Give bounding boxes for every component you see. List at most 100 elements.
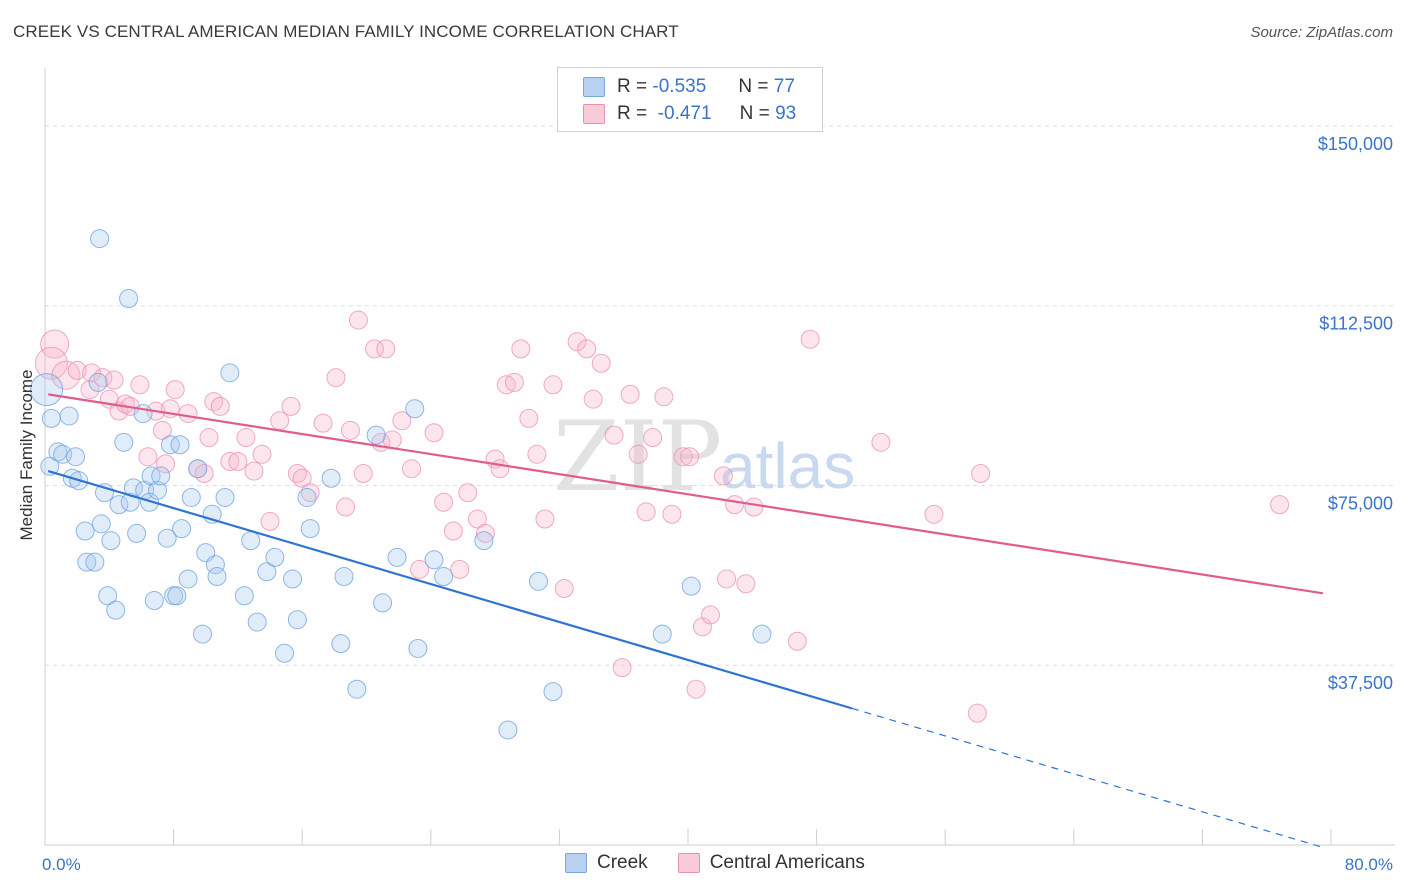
central-point-62 [527,444,547,464]
bottom-legend-central[interactable]: Central Americans [677,852,865,874]
central-point-12 [130,375,150,395]
creek-point-57 [300,519,320,539]
creek-point-17 [101,531,121,551]
creek-trend-line [47,470,853,710]
axes [44,68,1395,846]
central-point-47 [402,459,422,479]
creek-point-59 [331,634,351,654]
central-r-value: -0.471 [657,103,712,124]
central-point-51 [443,521,463,541]
creek-point-58 [321,468,341,488]
central-point-74 [636,502,656,522]
y-tick-label-3: $150,000 [1318,134,1393,154]
creek-point-16 [98,586,118,606]
central-point-27 [236,428,256,448]
chart-source: Source: ZipAtlas.com [1250,24,1393,41]
creek-n-value: 77 [773,76,795,97]
central-point-18 [165,380,185,400]
creek-point-24 [127,523,147,543]
creek-point-38 [178,569,198,589]
creek-point-18 [106,600,126,620]
creek-point-69 [474,531,494,551]
central-point-19 [178,404,198,424]
central-r-label: R = [617,103,648,124]
creek-point-67 [424,550,444,570]
x-tick-label-max: 80.0% [1345,855,1393,874]
central-n-value: 93 [775,103,797,124]
creek-point-49 [241,531,261,551]
creek-point-68 [434,567,454,587]
central-swatch [583,104,605,124]
central-legend-swatch [677,853,700,873]
creek-point-32 [157,528,177,548]
trend-lines [47,393,1324,848]
central-point-2 [51,360,81,390]
y-tick-label-2: $112,500 [1319,314,1393,334]
central-point-68 [583,389,603,409]
series-creek [30,229,772,740]
central-point-85 [725,495,745,515]
central-point-94 [1270,495,1290,515]
creek-point-62 [366,425,386,445]
bottom-legend-creek[interactable]: Creek [565,852,648,874]
central-point-87 [744,497,764,517]
central-point-57 [490,459,510,479]
creek-point-51 [257,562,277,582]
creek-point-63 [373,593,393,613]
central-point-36 [313,413,333,433]
central-point-71 [612,658,632,678]
creek-point-44 [205,555,225,575]
central-point-5 [82,363,102,383]
creek-r-value: -0.535 [652,76,707,97]
creek-point-50 [247,612,267,632]
central-point-91 [924,504,944,524]
chart-title: CREEK VS CENTRAL AMERICAN MEDIAN FAMILY … [13,22,679,41]
creek-point-0 [30,373,64,407]
creek-point-31 [151,466,171,486]
creek-n-label: N = [738,76,769,97]
creek-point-2 [41,408,61,428]
creek-point-12 [88,372,108,392]
creek-point-45 [207,567,227,587]
creek-point-40 [188,459,208,479]
central-point-82 [701,605,721,625]
central-point-80 [686,679,706,699]
central-point-30 [260,511,280,531]
creek-point-30 [148,480,168,500]
creek-point-3 [48,442,68,462]
creek-point-41 [193,624,213,644]
central-point-64 [543,375,563,395]
central-point-90 [871,432,891,452]
central-point-44 [376,339,396,359]
creek-point-11 [85,552,105,572]
central-point-66 [567,332,587,352]
central-point-15 [152,420,172,440]
creek-point-73 [652,624,672,644]
central-point-83 [713,466,733,486]
creek-point-52 [265,547,285,567]
creek-point-10 [77,552,97,572]
central-point-1 [34,346,68,380]
central-point-63 [535,509,555,529]
central-point-13 [138,447,158,467]
central-point-40 [348,310,368,330]
creek-point-74 [681,576,701,596]
y-tick-label-0: $37,500 [1328,673,1393,693]
central-point-25 [220,452,240,471]
creek-swatch [583,77,605,97]
tick-labels: $37,500 $75,000 $112,500 $150,000 0.0% 80.0% [42,134,1393,874]
creek-point-37 [172,519,192,539]
creek-point-14 [91,514,111,534]
creek-point-46 [215,487,235,507]
central-point-59 [504,372,524,392]
central-point-32 [281,396,301,416]
central-point-92 [967,703,987,723]
central-point-54 [467,509,487,529]
watermark-atlas: atlas [720,430,855,502]
creek-point-35 [167,586,187,606]
creek-point-48 [234,586,254,606]
creek-point-72 [543,682,563,702]
creek-point-21 [119,289,139,309]
series-central-americans [34,310,1290,723]
creek-point-33 [160,435,180,455]
